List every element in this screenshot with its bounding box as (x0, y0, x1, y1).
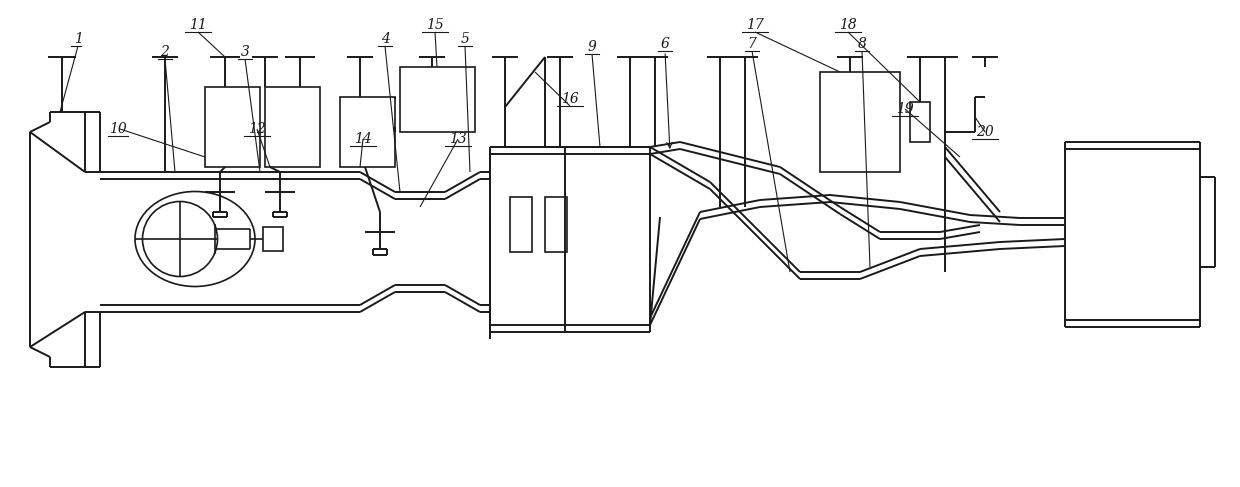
Bar (910, 102, 930, 142)
Bar (401, 67, 475, 132)
Text: 4: 4 (381, 32, 389, 46)
Bar (265, 87, 320, 167)
Text: 6: 6 (661, 37, 670, 51)
Text: 7: 7 (748, 37, 756, 51)
Text: 18: 18 (839, 18, 857, 32)
Text: 12: 12 (248, 122, 265, 136)
Text: 19: 19 (897, 102, 914, 116)
Text: 16: 16 (562, 92, 579, 106)
Text: 1: 1 (73, 32, 82, 46)
Text: 11: 11 (190, 18, 207, 32)
Text: 20: 20 (976, 125, 994, 139)
Bar (510, 197, 532, 252)
Bar (820, 72, 900, 172)
Text: 5: 5 (460, 32, 470, 46)
Text: 13: 13 (449, 132, 467, 146)
Text: 2: 2 (160, 45, 170, 59)
Text: 17: 17 (746, 18, 764, 32)
Text: 15: 15 (427, 18, 444, 32)
Text: 10: 10 (109, 122, 126, 136)
Bar (546, 197, 567, 252)
Text: 14: 14 (355, 132, 372, 146)
Bar (340, 97, 396, 167)
Text: 8: 8 (858, 37, 867, 51)
Text: 3: 3 (241, 45, 249, 59)
Bar (263, 227, 283, 251)
Bar (205, 87, 260, 167)
Text: 9: 9 (588, 40, 596, 54)
